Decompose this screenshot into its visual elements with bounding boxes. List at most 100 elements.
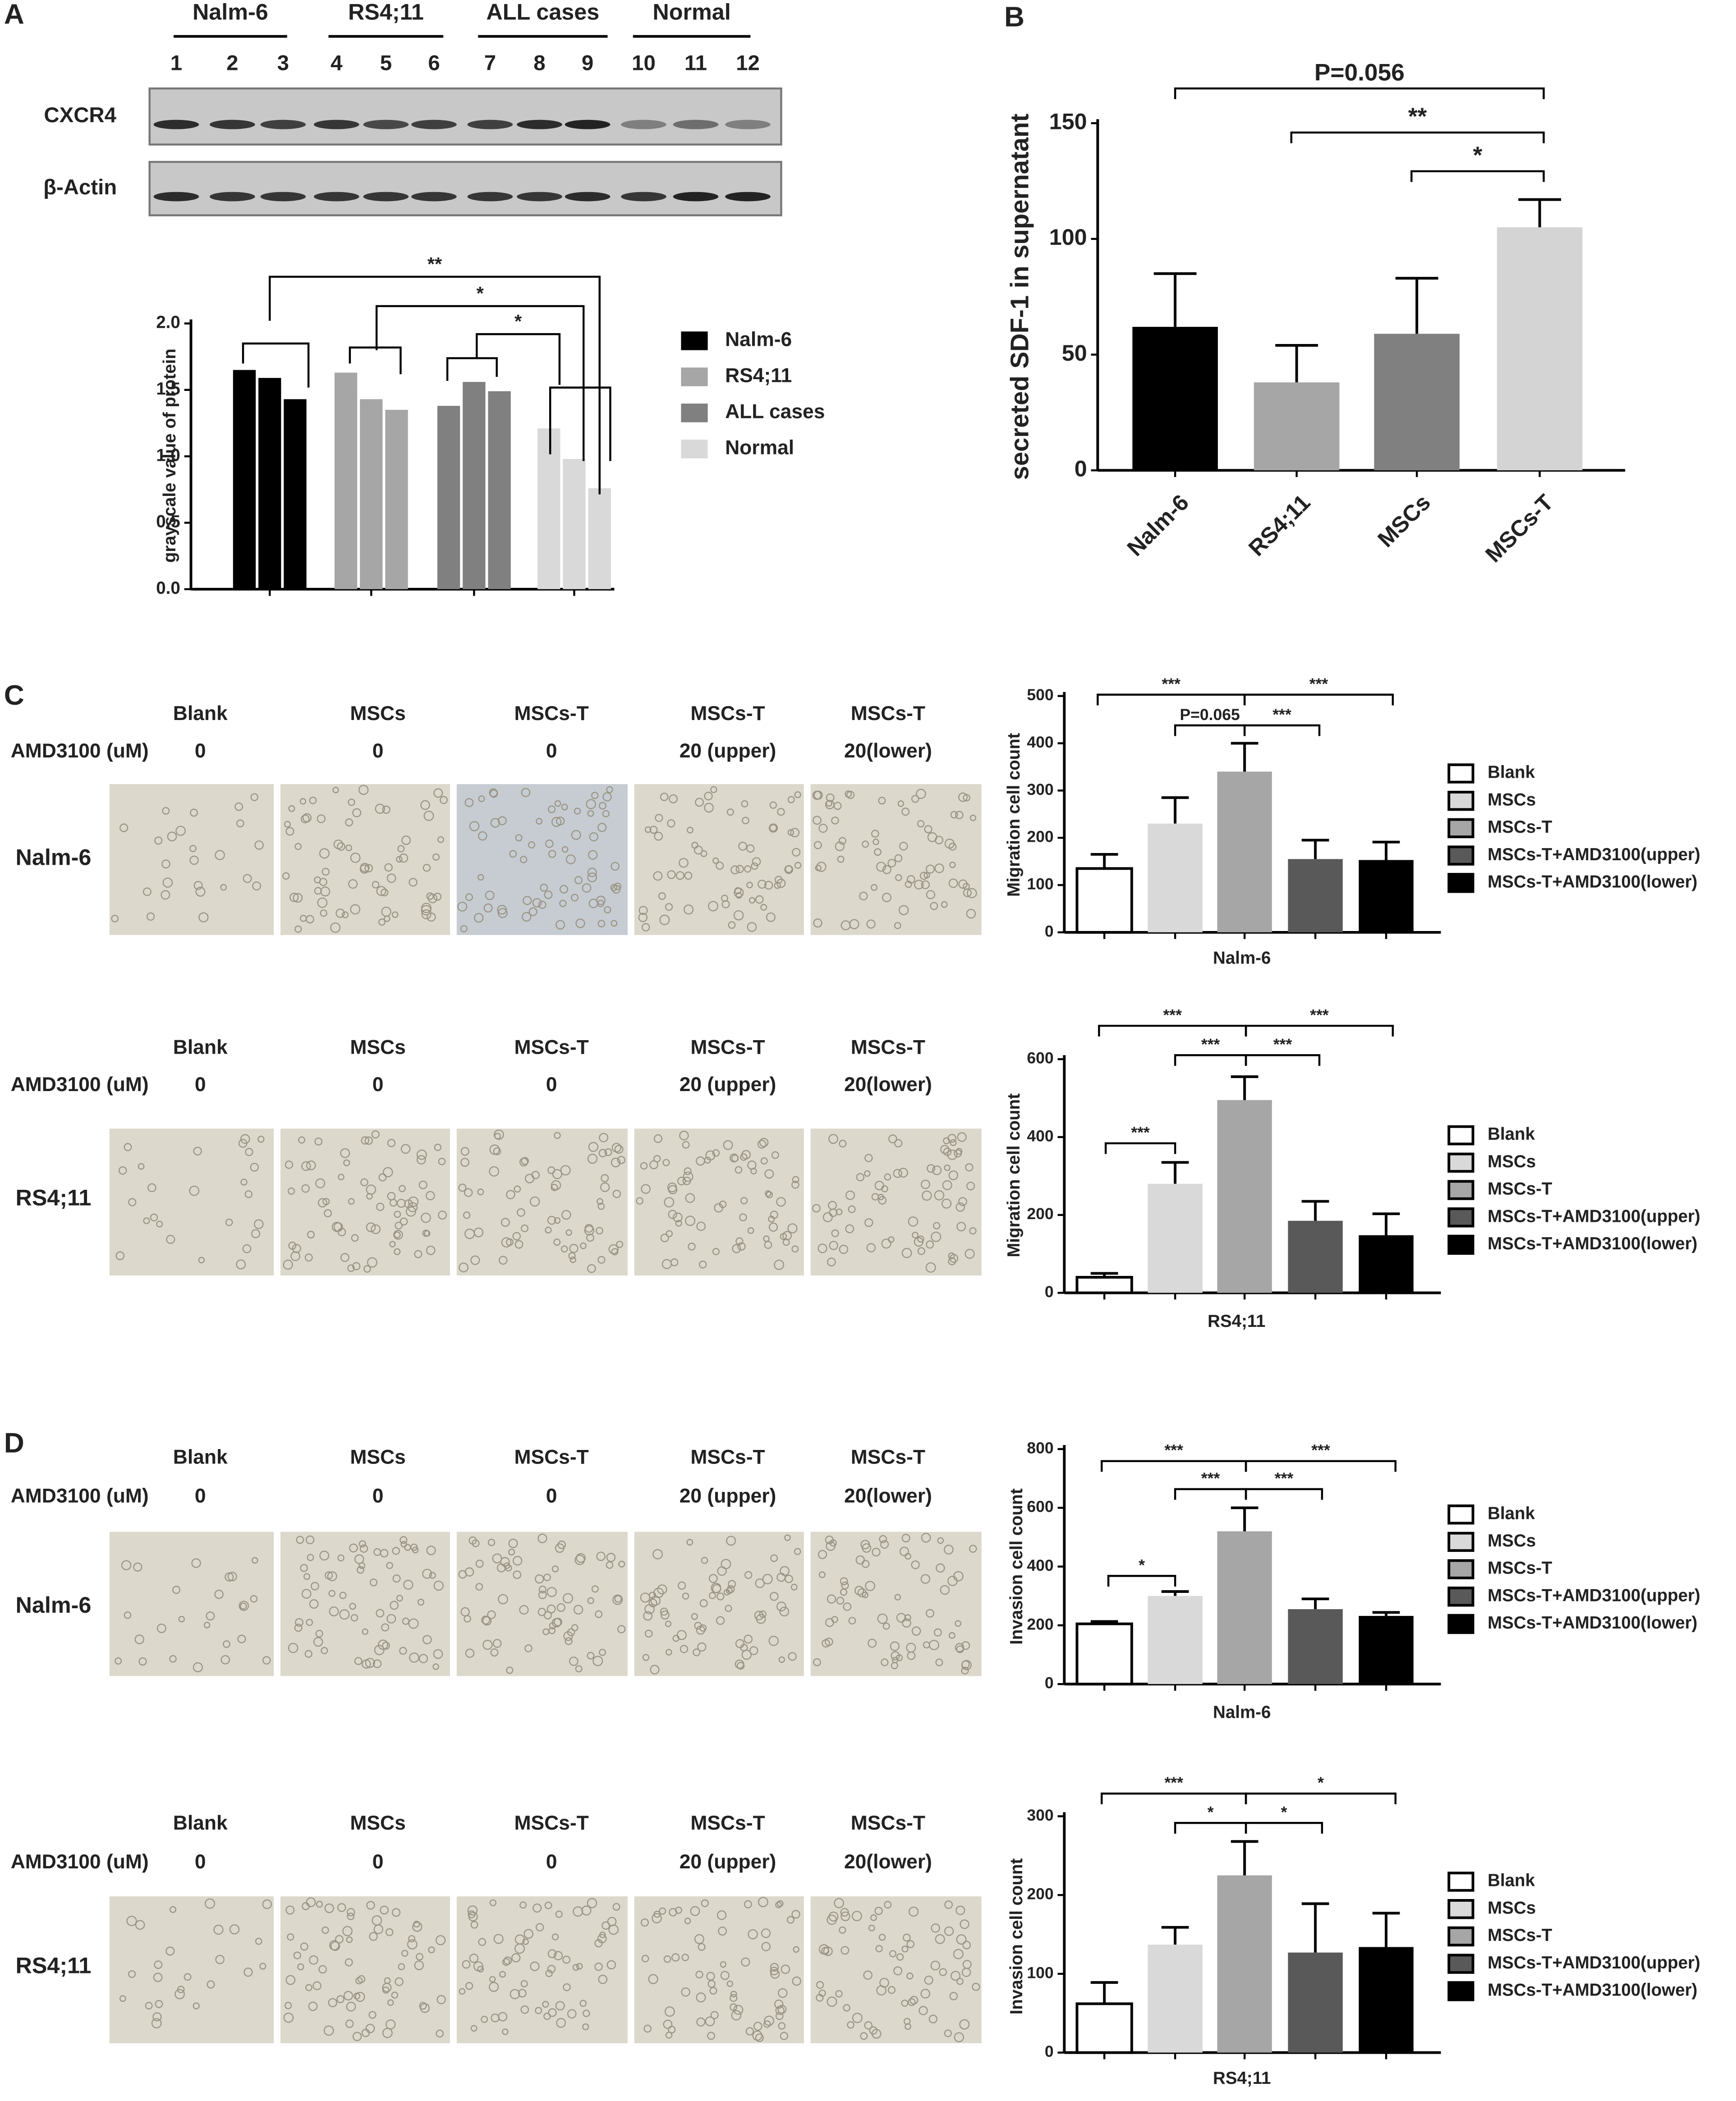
- cell: [520, 1980, 528, 1987]
- condition-label: MSCs-T: [690, 702, 765, 725]
- cell: [696, 1992, 706, 2003]
- cell: [926, 890, 936, 899]
- cell: [843, 2004, 850, 2012]
- cell: [759, 1138, 769, 1147]
- cell: [250, 793, 258, 801]
- legend-label: MSCs-T+AMD3100(upper): [1488, 845, 1700, 864]
- cell: [612, 1594, 623, 1605]
- cell: [392, 1908, 401, 1917]
- cell: [917, 1247, 926, 1255]
- cell: [920, 1989, 930, 1999]
- cell: [510, 1989, 520, 2000]
- cell: [551, 1618, 561, 1628]
- cell: [782, 1239, 790, 1246]
- cell: [364, 1136, 373, 1145]
- cell: [147, 1183, 156, 1193]
- cell: [376, 1609, 385, 1618]
- cell: [744, 1571, 753, 1579]
- cell: [845, 790, 852, 798]
- cell: [969, 1227, 977, 1235]
- cell: [710, 786, 717, 794]
- cell: [746, 881, 753, 889]
- dose: 0: [372, 1485, 384, 1507]
- cell: [644, 826, 652, 833]
- legend-label: MSCs-T: [1488, 1926, 1552, 1945]
- cell: [128, 1198, 137, 1206]
- cell: [403, 1579, 413, 1590]
- cell: [321, 867, 330, 876]
- cell: [324, 1209, 332, 1218]
- cell: [653, 1910, 661, 1918]
- cell: [594, 1939, 603, 1948]
- cell: [422, 1569, 432, 1579]
- cell: [871, 1193, 879, 1201]
- legend-label: MSCs-T+AMD3100(upper): [1488, 1206, 1700, 1226]
- dose-label: AMD3100 (uM): [11, 1073, 149, 1096]
- cell: [786, 1916, 795, 1924]
- cell: [611, 862, 620, 871]
- cell: [660, 1610, 670, 1620]
- cell: [740, 1153, 748, 1161]
- cell: [961, 1968, 971, 1977]
- significance-label: ***: [1201, 1035, 1220, 1053]
- cell: [587, 1597, 594, 1604]
- cell: [972, 1982, 980, 1991]
- cell: [551, 1933, 559, 1940]
- legend-swatch: [681, 440, 708, 459]
- cell: [574, 876, 583, 885]
- blot-band: [517, 119, 562, 129]
- cell: [606, 1960, 616, 1970]
- cell: [863, 1970, 873, 1980]
- cell: [396, 1595, 403, 1602]
- cell: [465, 893, 473, 901]
- y-tick-label: 0.0: [156, 578, 180, 598]
- cell: [659, 1907, 666, 1915]
- cell: [684, 1918, 691, 1924]
- cell: [530, 1961, 540, 1971]
- cell: [642, 1654, 650, 1661]
- cell: [642, 923, 650, 931]
- cell: [728, 921, 736, 929]
- legend-label: MSCs-T: [1488, 1559, 1552, 1578]
- significance-label: ***: [1275, 1469, 1294, 1487]
- legend-label: Blank: [1488, 1504, 1535, 1523]
- cell: [509, 850, 517, 858]
- cell: [638, 913, 648, 922]
- bar: [1288, 1220, 1343, 1293]
- cell: [561, 846, 569, 853]
- cell: [764, 2015, 774, 2026]
- lane-number: 9: [582, 51, 593, 75]
- significance-label: *: [514, 311, 522, 332]
- cell: [343, 1991, 354, 2000]
- cell: [521, 788, 531, 797]
- cell: [478, 831, 487, 841]
- cell: [464, 1567, 474, 1577]
- cell: [953, 1949, 964, 1959]
- cell: [575, 918, 585, 928]
- cell: [929, 1640, 939, 1651]
- cell: [649, 1160, 658, 1170]
- cell: [378, 1173, 387, 1182]
- cell: [840, 1908, 849, 1917]
- blot-band: [565, 119, 611, 129]
- cell: [944, 2029, 952, 2037]
- cell: [460, 925, 468, 932]
- cell: [778, 1988, 788, 1998]
- cell: [285, 2002, 292, 2009]
- cell: [599, 1931, 606, 1938]
- cell: [602, 810, 610, 817]
- significance-bracket: [269, 275, 601, 495]
- cell: [611, 920, 618, 927]
- dose: 0: [372, 1851, 384, 1873]
- condition-label: MSCs-T: [690, 1812, 765, 1834]
- cell: [747, 922, 757, 932]
- y-tick-label: 150: [1049, 109, 1087, 134]
- cell: [311, 1582, 319, 1591]
- cell: [735, 1166, 743, 1174]
- cell: [138, 1657, 147, 1666]
- cell: [881, 1239, 891, 1249]
- cell: [562, 1955, 571, 1964]
- cell: [597, 1202, 605, 1210]
- cell: [663, 1955, 671, 1963]
- cell: [571, 1624, 579, 1632]
